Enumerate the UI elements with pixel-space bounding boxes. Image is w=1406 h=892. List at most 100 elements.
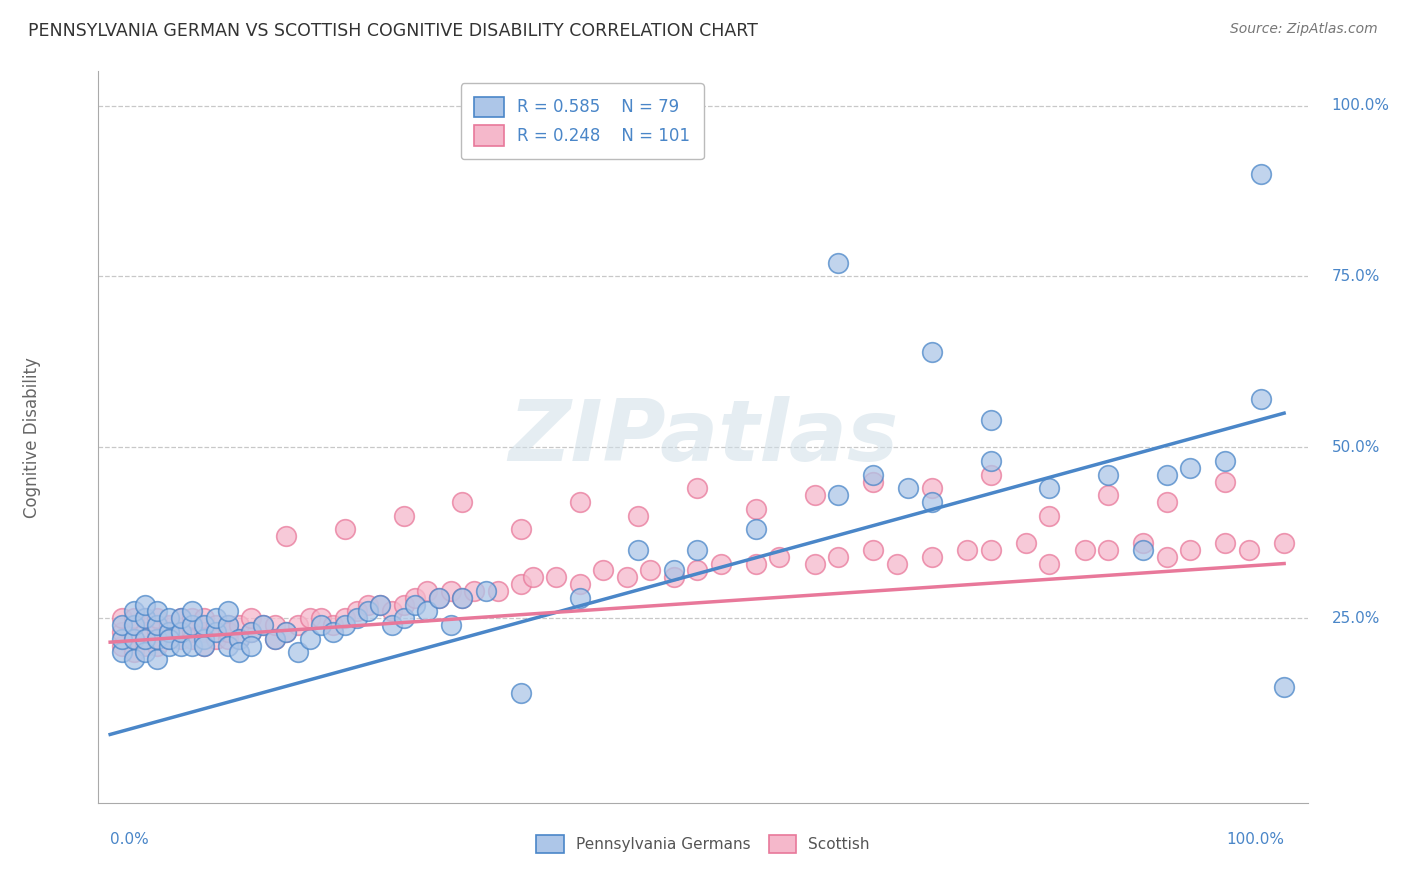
Point <box>146 618 169 632</box>
Point <box>592 563 614 577</box>
Point <box>333 522 356 536</box>
Point <box>1272 536 1295 550</box>
Point <box>122 604 145 618</box>
Point <box>134 645 156 659</box>
Point <box>169 639 191 653</box>
Point <box>169 611 191 625</box>
Point <box>1097 542 1119 557</box>
Point <box>416 604 439 618</box>
Point <box>333 618 356 632</box>
Point <box>980 454 1002 468</box>
Point <box>311 618 333 632</box>
Point <box>146 632 169 646</box>
Point <box>204 624 226 639</box>
Point <box>146 604 169 618</box>
Legend: Pennsylvania Germans, Scottish: Pennsylvania Germans, Scottish <box>529 827 877 861</box>
Point <box>451 495 474 509</box>
Point <box>1015 536 1038 550</box>
Point <box>510 577 533 591</box>
Point <box>1215 475 1237 489</box>
Point <box>745 522 768 536</box>
Point <box>111 632 134 646</box>
Point <box>181 624 204 639</box>
Point <box>546 570 568 584</box>
Point <box>710 557 733 571</box>
Point <box>921 481 943 495</box>
Point <box>745 557 768 571</box>
Point <box>862 467 884 482</box>
Point <box>193 632 215 646</box>
Point <box>1156 495 1178 509</box>
Point <box>616 570 638 584</box>
Point <box>768 549 790 564</box>
Point <box>1038 508 1060 523</box>
Point <box>897 481 920 495</box>
Point <box>451 591 474 605</box>
Point <box>404 598 426 612</box>
Point <box>416 583 439 598</box>
Point <box>134 611 156 625</box>
Point <box>134 624 156 639</box>
Point <box>368 598 391 612</box>
Point <box>134 632 156 646</box>
Point <box>111 624 134 639</box>
Point <box>157 611 180 625</box>
Point <box>357 598 380 612</box>
Point <box>392 598 415 612</box>
Point <box>122 645 145 659</box>
Point <box>827 549 849 564</box>
Text: 100.0%: 100.0% <box>1331 98 1389 113</box>
Point <box>146 639 169 653</box>
Point <box>204 611 226 625</box>
Point <box>1215 454 1237 468</box>
Point <box>392 508 415 523</box>
Point <box>1180 542 1202 557</box>
Point <box>111 611 134 625</box>
Point <box>346 611 368 625</box>
Point <box>240 611 263 625</box>
Point <box>169 611 191 625</box>
Point <box>169 624 191 639</box>
Point <box>980 542 1002 557</box>
Point <box>204 632 226 646</box>
Point <box>134 611 156 625</box>
Point <box>404 591 426 605</box>
Point <box>287 618 309 632</box>
Point <box>157 632 180 646</box>
Point <box>451 591 474 605</box>
Point <box>381 604 404 618</box>
Point <box>322 624 344 639</box>
Point <box>568 495 591 509</box>
Point <box>157 618 180 632</box>
Point <box>568 591 591 605</box>
Point <box>111 639 134 653</box>
Point <box>298 632 321 646</box>
Point <box>263 632 285 646</box>
Point <box>886 557 908 571</box>
Point <box>1097 488 1119 502</box>
Point <box>427 591 450 605</box>
Text: 75.0%: 75.0% <box>1331 268 1381 284</box>
Point <box>357 604 380 618</box>
Point <box>956 542 979 557</box>
Point <box>111 618 134 632</box>
Point <box>252 618 274 632</box>
Point <box>217 632 239 646</box>
Point <box>921 549 943 564</box>
Point <box>228 645 250 659</box>
Point <box>921 344 943 359</box>
Point <box>193 639 215 653</box>
Point <box>217 624 239 639</box>
Point <box>662 563 685 577</box>
Point <box>134 639 156 653</box>
Point <box>627 542 650 557</box>
Point <box>263 632 285 646</box>
Point <box>287 645 309 659</box>
Point <box>1250 167 1272 181</box>
Point <box>181 604 204 618</box>
Point <box>862 542 884 557</box>
Point <box>217 639 239 653</box>
Point <box>1250 392 1272 407</box>
Point <box>122 632 145 646</box>
Point <box>193 611 215 625</box>
